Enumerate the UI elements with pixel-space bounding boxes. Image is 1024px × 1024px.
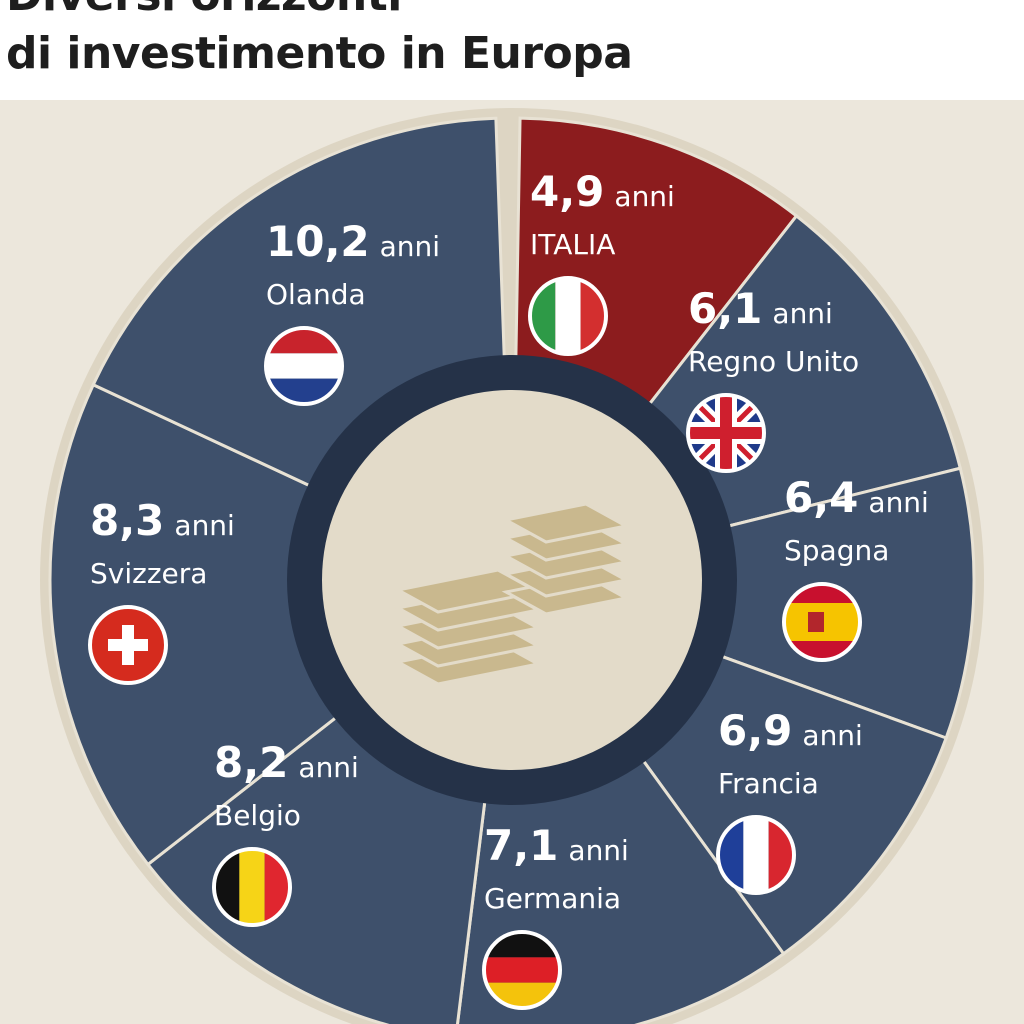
uk-flag-icon xyxy=(686,393,766,473)
value-unit: anni xyxy=(802,719,862,752)
value-label: 8,2 anni xyxy=(214,738,359,787)
value-label: 10,2 anni xyxy=(266,217,440,266)
chart-title-line-1: Diversi orizzonti xyxy=(6,0,402,21)
value-label: 6,1 anni xyxy=(688,284,833,333)
france-flag-icon xyxy=(716,815,796,895)
value-number: 8,3 xyxy=(90,496,164,545)
spain-flag-icon xyxy=(782,582,862,662)
label-spagna: 6,4 anni Spagna xyxy=(782,473,929,662)
value-unit: anni xyxy=(568,834,628,867)
value-number: 6,9 xyxy=(718,706,792,755)
money-stack-icon xyxy=(393,502,631,686)
value-label: 7,1 anni xyxy=(484,821,629,870)
value-label: 8,3 anni xyxy=(90,496,235,545)
country-label: Belgio xyxy=(214,799,301,832)
country-label: Germania xyxy=(484,882,621,915)
value-unit: anni xyxy=(298,751,358,784)
label-francia: 6,9 anni Francia xyxy=(716,706,863,895)
belgium-flag-icon xyxy=(212,847,292,927)
value-label: 4,9 anni xyxy=(530,167,675,216)
value-unit: anni xyxy=(614,180,674,213)
label-belgio: 8,2 anni Belgio xyxy=(212,738,359,927)
value-label: 6,9 anni xyxy=(718,706,863,755)
value-unit: anni xyxy=(174,509,234,542)
value-unit: anni xyxy=(772,297,832,330)
value-number: 8,2 xyxy=(214,738,288,787)
label-regno-unito: 6,1 anni Regno Unito xyxy=(686,284,859,473)
italy-flag-icon xyxy=(528,276,608,356)
value-label: 6,4 anni xyxy=(784,473,929,522)
value-number: 6,4 xyxy=(784,473,858,522)
chart-labels: 4,9 anni ITALIA 6,1 anni Regno Unito 6,4 anni Sp… xyxy=(88,167,929,1010)
chart-title-line-2: di investimento in Europa xyxy=(6,28,633,79)
value-unit: anni xyxy=(380,230,440,263)
value-number: 7,1 xyxy=(484,821,558,870)
value-number: 10,2 xyxy=(266,217,370,266)
value-number: 6,1 xyxy=(688,284,762,333)
switzerland-flag-icon xyxy=(88,605,168,685)
country-label: Svizzera xyxy=(90,557,207,590)
germany-flag-icon xyxy=(482,930,562,1010)
title-band xyxy=(0,0,1024,100)
country-label: ITALIA xyxy=(530,228,615,261)
country-label: Francia xyxy=(718,767,819,800)
value-number: 4,9 xyxy=(530,167,604,216)
country-label: Spagna xyxy=(784,534,889,567)
label-svizzera: 8,3 anni Svizzera xyxy=(88,496,235,685)
country-label: Olanda xyxy=(266,278,366,311)
value-unit: anni xyxy=(868,486,928,519)
netherlands-flag-icon xyxy=(264,326,344,406)
country-label: Regno Unito xyxy=(688,345,859,378)
